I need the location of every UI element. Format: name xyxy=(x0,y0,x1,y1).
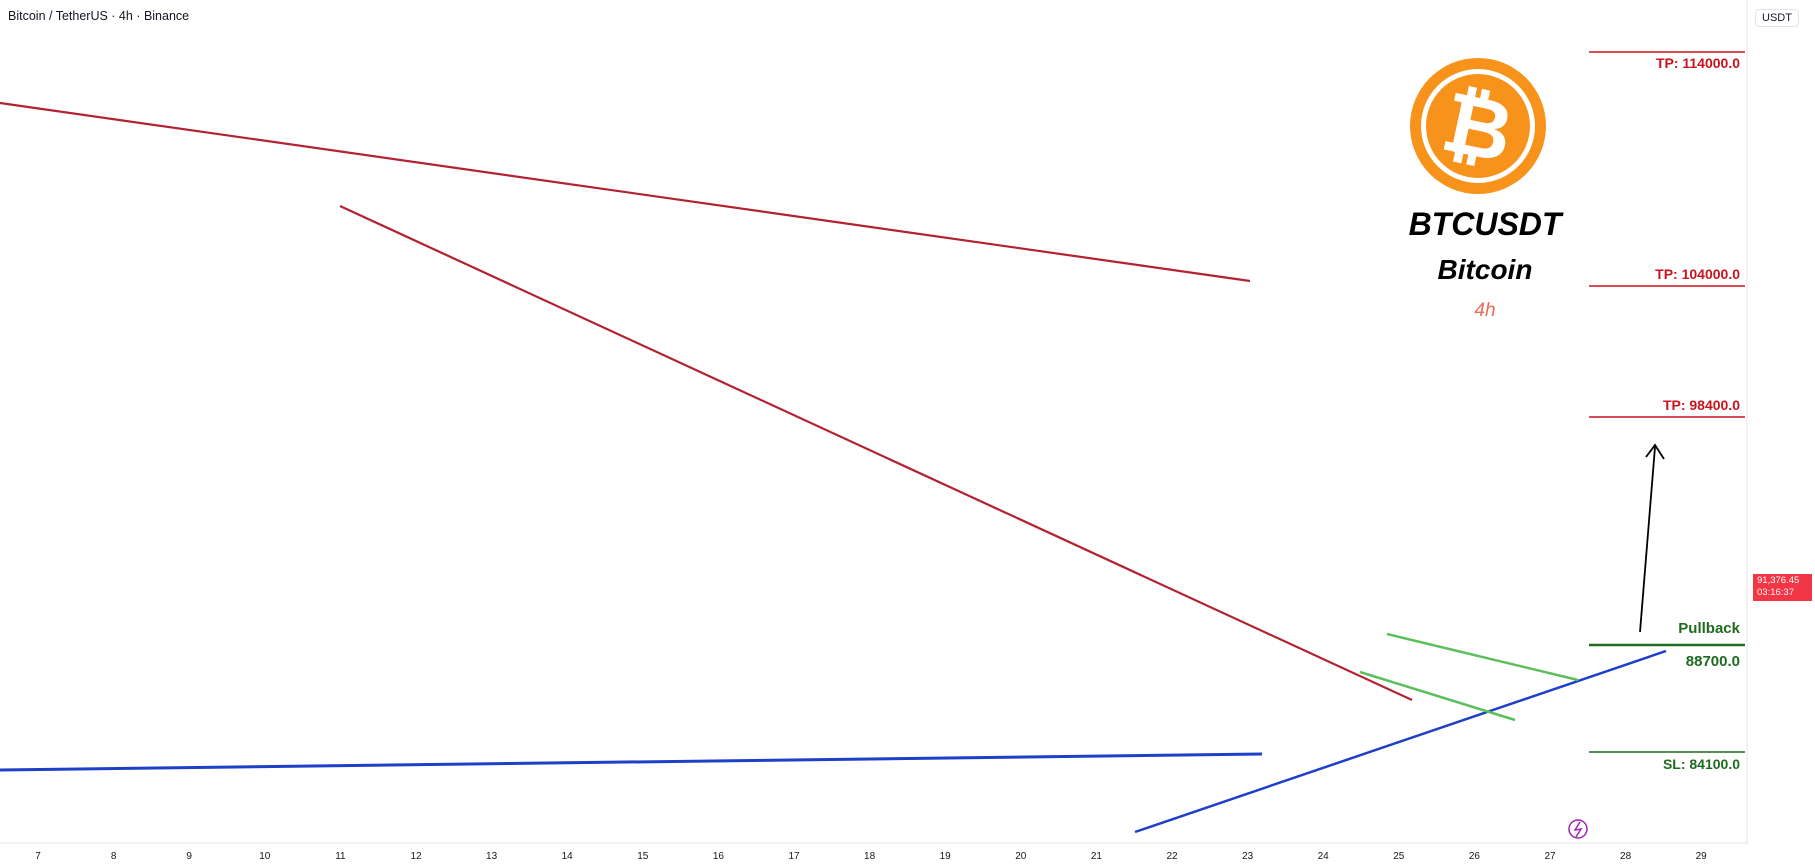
rising-support-line xyxy=(1134,649,1667,834)
x-tick-label: 16 xyxy=(713,851,725,862)
sl-label: SL: 84100.0 xyxy=(1662,756,1740,772)
long-term-resistance-line xyxy=(0,101,1251,283)
lightning-icon-ring xyxy=(1568,819,1588,839)
lightning-icon xyxy=(1568,819,1588,839)
x-tick-label: 20 xyxy=(1015,851,1027,862)
logo-inner-circle xyxy=(1426,74,1530,178)
x-tick-label: 28 xyxy=(1620,851,1632,862)
timeframe-label: 4h xyxy=(1474,300,1496,321)
x-tick-label: 18 xyxy=(864,851,876,862)
x-tick-label: 29 xyxy=(1696,851,1708,862)
x-tick-label: 25 xyxy=(1393,851,1405,862)
currency-unit-button[interactable]: USDT xyxy=(1755,9,1799,27)
x-tick-label: 13 xyxy=(486,851,498,862)
descending-resistance-line xyxy=(339,205,1413,701)
x-tick-label: 19 xyxy=(940,851,952,862)
x-tick-label: 26 xyxy=(1469,851,1481,862)
x-tick-label: 17 xyxy=(788,851,800,862)
bitcoin-logo: ₿ xyxy=(1410,58,1546,194)
bar-countdown: 03:16:37 xyxy=(1757,587,1794,598)
current-price-value: 91,376.45 xyxy=(1757,575,1800,586)
ticker-label: BTCUSDT xyxy=(1408,206,1562,242)
x-tick-label: 11 xyxy=(335,851,346,862)
x-tick-label: 7 xyxy=(35,851,41,862)
x-tick-label: 24 xyxy=(1318,851,1330,862)
pullback-label: Pullback xyxy=(1678,620,1740,637)
x-tick-label: 15 xyxy=(637,851,649,862)
x-tick-label: 9 xyxy=(186,851,192,862)
x-tick-label: 21 xyxy=(1091,851,1103,862)
tp2-label: TP: 104000.0 xyxy=(1655,266,1740,282)
pullback-value-label: 88700.0 xyxy=(1685,653,1740,670)
projection-arrow xyxy=(1639,446,1656,633)
symbol-header: Bitcoin / TetherUS · 4h · Binance xyxy=(8,9,190,23)
projection-arrow-head xyxy=(1645,443,1665,460)
x-tick-label: 12 xyxy=(410,851,422,862)
flag-lower-line xyxy=(1359,670,1516,722)
x-tick-label: 22 xyxy=(1166,851,1178,862)
x-tick-label: 8 xyxy=(111,851,117,862)
current-price-label: 91,376.45 03:16:37 xyxy=(1753,574,1812,601)
horizontal-support-line xyxy=(0,752,1263,772)
x-tick-label: 10 xyxy=(259,851,271,862)
x-tick-label: 23 xyxy=(1242,851,1254,862)
lightning-icon-bolt xyxy=(1573,821,1583,838)
x-tick-label: 14 xyxy=(562,851,574,862)
x-tick-label: 27 xyxy=(1544,851,1556,862)
tp1-label: TP: 114000.0 xyxy=(1655,55,1740,71)
tp3-label: TP: 98400.0 xyxy=(1662,397,1740,413)
asset-name-label: Bitcoin xyxy=(1437,254,1533,285)
flag-upper-line xyxy=(1386,632,1579,682)
